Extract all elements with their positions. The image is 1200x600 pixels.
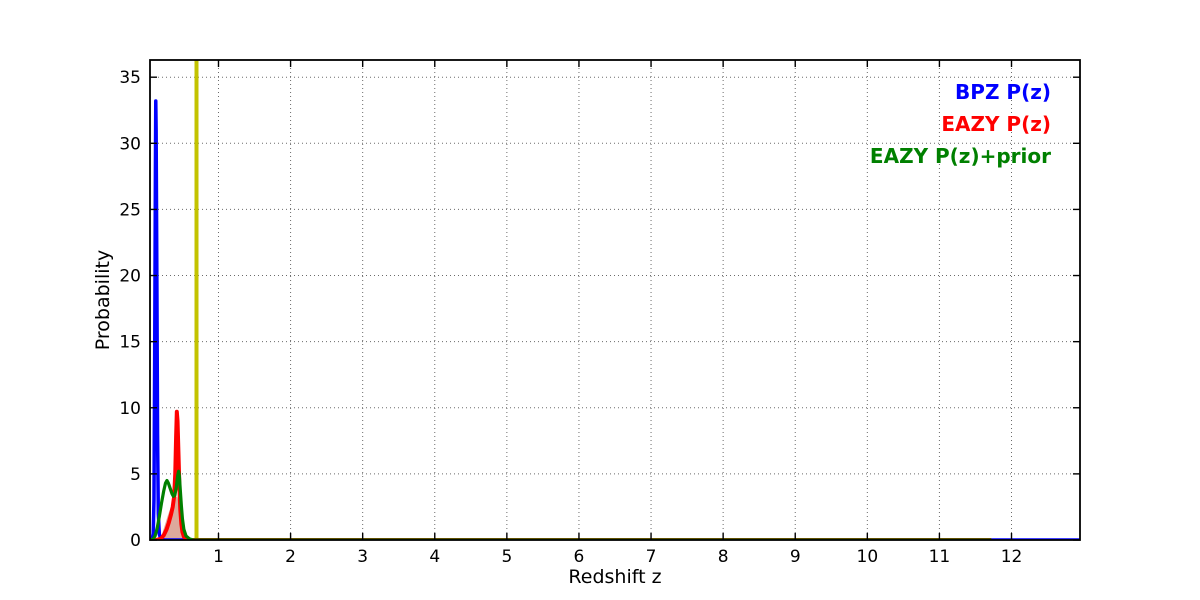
legend-entry-eazy-p-z-: EAZY P(z)	[941, 112, 1051, 136]
x-tick-label: 12	[1001, 547, 1023, 567]
y-tick-label: 15	[119, 333, 141, 353]
curve-eazy-p-z-	[150, 409, 992, 540]
x-tick-label: 8	[718, 547, 729, 567]
x-tick-label: 10	[857, 547, 879, 567]
y-tick-label: 5	[130, 465, 141, 485]
legend: BPZ P(z) EAZY P(z) EAZY P(z)+prior	[870, 81, 1051, 177]
x-tick-label: 11	[929, 547, 951, 567]
gridlines	[150, 60, 1080, 540]
curve-eazy-p-z-prior	[150, 469, 992, 540]
legend-entry-eazy-p-z-prior: EAZY P(z)+prior	[869, 144, 1051, 168]
y-tick-label: 20	[119, 267, 141, 287]
data-layer	[150, 60, 1080, 540]
plot-background	[150, 60, 1080, 540]
y-tick-label: 10	[119, 399, 141, 419]
legend-entry-bpz-p-z-: BPZ P(z)	[955, 80, 1051, 104]
y-tick-label: 0	[130, 531, 141, 551]
x-tick-label: 5	[501, 547, 512, 567]
x-tick-label: 4	[429, 547, 440, 567]
axes-spines	[149, 59, 1081, 541]
x-tick-label: 3	[357, 547, 368, 567]
y-tick-label: 30	[119, 134, 141, 154]
y-tick-label: 35	[119, 68, 141, 88]
x-tick-label: 6	[574, 547, 585, 567]
y-axis-label: Probability	[92, 249, 114, 351]
x-tick-label: 7	[646, 547, 657, 567]
tick-marks	[150, 60, 1080, 541]
x-tick-label: 2	[285, 547, 296, 567]
y-tick-label: 25	[119, 200, 141, 220]
x-tick-label: 9	[790, 547, 801, 567]
x-axis-label: Redshift z	[568, 566, 662, 588]
x-tick-label: 1	[213, 547, 224, 567]
